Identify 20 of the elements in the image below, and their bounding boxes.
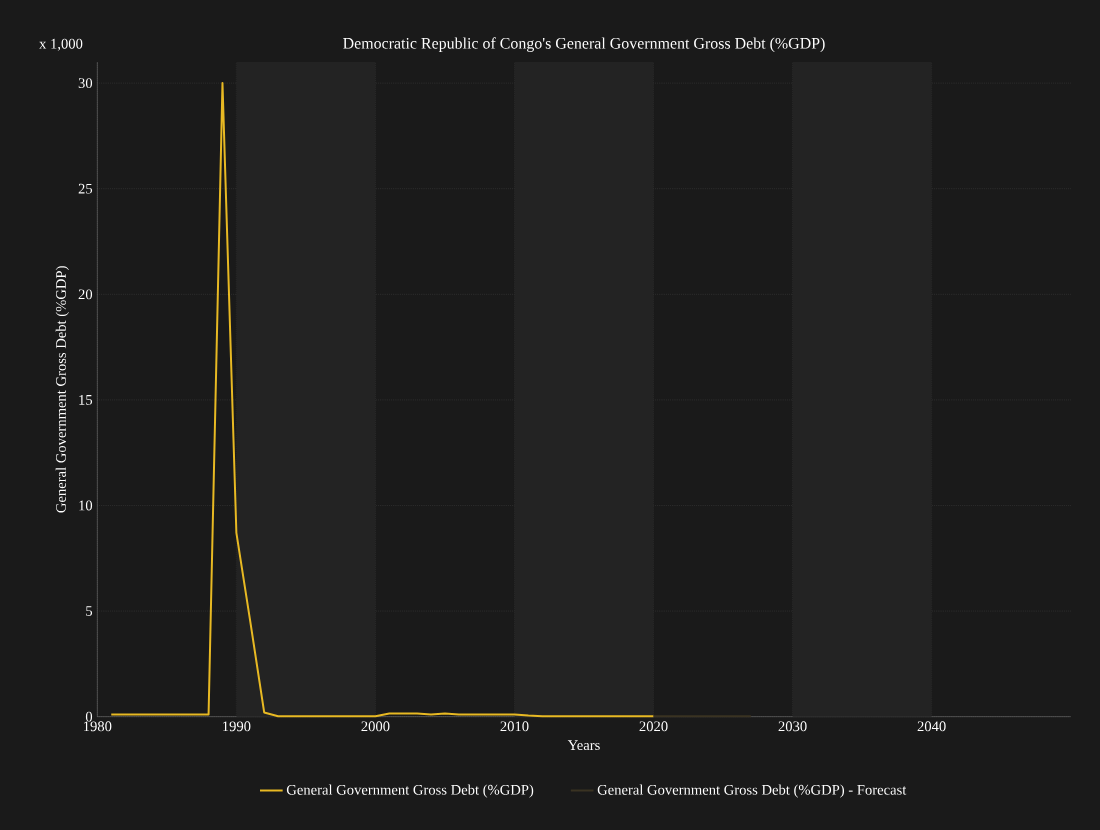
y-tick-label: 10 [79, 500, 93, 511]
x-tick-label: 1980 [84, 721, 112, 732]
legend-label: General Government Gross Debt (%GDP) [286, 784, 534, 798]
y-axis-title: General Government Gross Debt (%GDP) [55, 266, 69, 513]
y-tick-label: 0 [85, 711, 93, 722]
y-tick-label: 25 [78, 183, 93, 194]
legend-label: General Government Gross Debt (%GDP) - Forecast [597, 784, 907, 798]
x-axis-title: Years [567, 740, 600, 751]
x-tick-label: 2020 [639, 721, 668, 732]
chart-title: Democratic Republic of Congo's General Government Gross Debt (%GDP) [343, 37, 825, 52]
x-tick-label: 2040 [917, 721, 946, 732]
y-tick-label: 20 [78, 289, 93, 300]
x-tick-label: 2000 [361, 721, 390, 732]
x-tick-label: 2010 [500, 721, 529, 732]
x-tick-label: 2030 [778, 721, 807, 732]
text: x 1,000 [39, 38, 83, 51]
x-tick-label: 1990 [223, 721, 251, 732]
y-tick-label: 5 [86, 606, 93, 616]
y-tick-label: 30 [78, 78, 93, 89]
y-tick-label: 15 [79, 395, 93, 405]
